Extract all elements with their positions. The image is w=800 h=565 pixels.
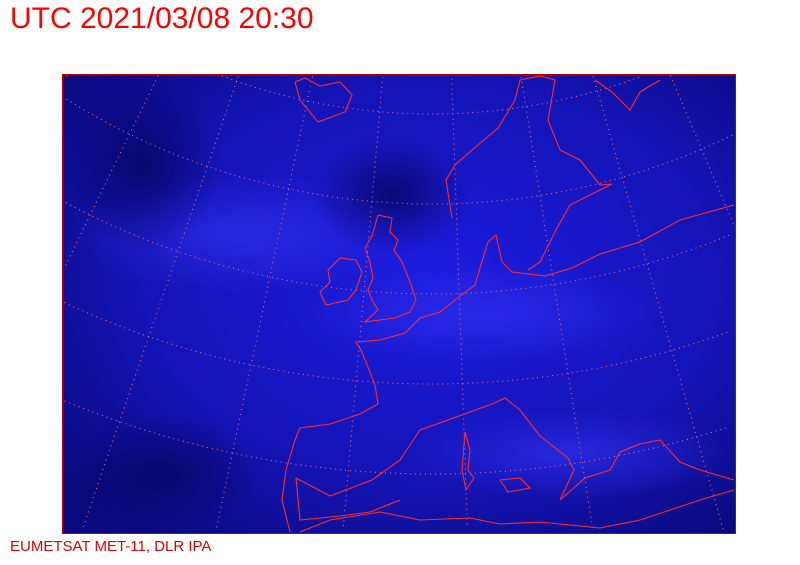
- graticule-meridian: [520, 76, 594, 532]
- coast-scandinavia: [445, 75, 613, 271]
- graticule-meridian: [592, 76, 725, 534]
- image-credit: EUMETSAT MET-11, DLR IPA: [10, 538, 212, 555]
- dark-region: [62, 74, 222, 254]
- coast-ireland: [319, 257, 363, 306]
- coastlines: [281, 75, 735, 533]
- graticule-meridian: [342, 76, 384, 531]
- map-frame: [62, 74, 736, 534]
- coast-iberia-south: [295, 477, 401, 521]
- cloud-band: [302, 264, 662, 364]
- coast-sicily: [499, 477, 532, 493]
- coast-great-britain: [363, 214, 417, 323]
- coast-finland: [594, 79, 661, 111]
- coast-north-africa: [299, 489, 735, 533]
- dark-region: [62, 414, 262, 534]
- graticule-parallel: [64, 400, 729, 475]
- dark-region: [312, 134, 472, 254]
- cloud-band: [412, 409, 732, 499]
- graticule-meridian: [63, 75, 159, 270]
- graticule-meridian: [81, 76, 239, 531]
- coast-iceland: [294, 77, 353, 123]
- page-title: UTC 2021/03/08 20:30: [10, 2, 314, 35]
- coast-corsica-sardinia: [461, 431, 475, 492]
- coast-mediterranean-north: [295, 397, 735, 501]
- graticule-meridian: [63, 75, 68, 81]
- satellite-map[interactable]: [62, 74, 736, 534]
- graticule: [63, 75, 736, 534]
- coast-continent-west: [281, 204, 735, 533]
